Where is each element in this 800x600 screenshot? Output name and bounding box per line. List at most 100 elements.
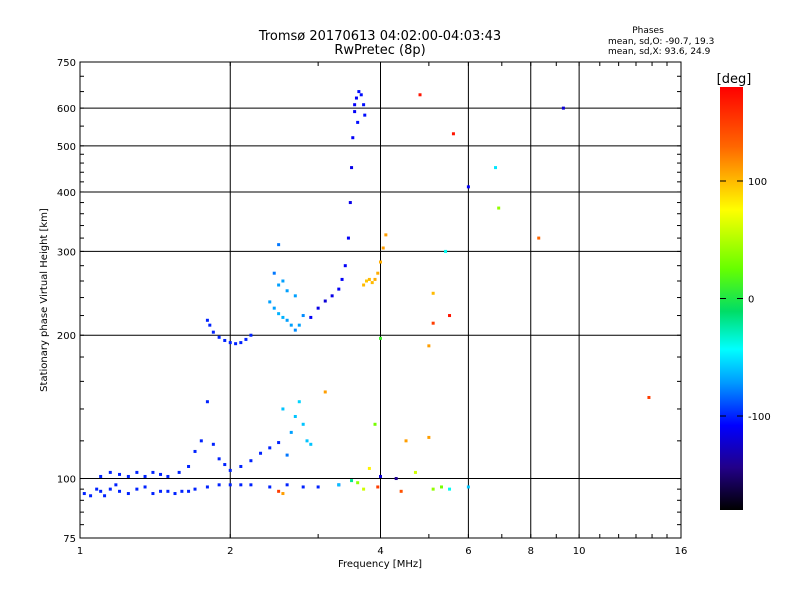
data-point [205, 400, 209, 404]
data-point [353, 110, 357, 114]
data-point [365, 279, 369, 283]
data-point [330, 294, 334, 298]
data-point [180, 489, 184, 493]
data-point [268, 300, 272, 304]
data-point [323, 390, 327, 394]
stats-line-x: mean, sd,X: 93.6, 24.9 [608, 47, 711, 57]
y-axis-label: Stationary phase Virtual Height [km] [39, 208, 50, 392]
data-point [373, 422, 377, 426]
data-point [431, 321, 435, 325]
data-point [277, 243, 281, 247]
x-axis-ticks: 1 2 4 6 8 10 16 [77, 62, 687, 557]
data-point [362, 283, 366, 287]
data-point [293, 328, 297, 332]
data-point [444, 249, 448, 253]
data-point [82, 492, 86, 496]
data-point [285, 453, 289, 457]
data-point [99, 489, 103, 493]
data-point [379, 336, 382, 340]
data-point [357, 90, 361, 94]
data-point [118, 472, 122, 476]
chart-title: Tromsø 20170613 04:02:00-04:03:43 [258, 29, 501, 44]
data-point [166, 474, 170, 478]
data-point [359, 93, 363, 97]
x-tick-label: 2 [227, 546, 233, 557]
data-point [440, 485, 444, 489]
data-point [217, 483, 221, 487]
data-point [272, 271, 276, 275]
data-point [239, 341, 243, 345]
data-point [293, 294, 297, 298]
data-point [399, 489, 403, 493]
grid-lines [80, 62, 681, 538]
data-point [293, 414, 297, 418]
data-point [193, 487, 197, 491]
data-point [159, 472, 163, 476]
colorbar-tick-label: 0 [748, 295, 754, 306]
data-point [285, 483, 289, 487]
x-axis-label: Frequency [MHz] [338, 559, 422, 570]
data-point [223, 463, 227, 467]
data-point [114, 483, 118, 487]
data-point [537, 236, 541, 240]
data-point [272, 306, 276, 310]
chart-subtitle: RwPretec (8p) [334, 43, 425, 58]
data-point [143, 485, 147, 489]
data-point [143, 474, 147, 478]
data-point [281, 315, 285, 319]
data-point [340, 277, 344, 281]
data-point [373, 277, 377, 281]
data-point [316, 485, 320, 489]
data-point [277, 312, 281, 316]
data-point [249, 483, 253, 487]
data-point [309, 315, 313, 319]
data-point [381, 246, 385, 250]
data-point [166, 489, 170, 493]
data-point [289, 430, 293, 434]
data-point [356, 481, 360, 485]
data-point [208, 323, 212, 327]
data-point [177, 470, 181, 474]
data-point [356, 120, 360, 124]
x-tick-label: 10 [573, 546, 586, 557]
x-tick-label: 8 [528, 546, 534, 557]
data-point [193, 449, 197, 453]
data-points [82, 90, 651, 498]
data-point [289, 323, 293, 327]
y-tick-label: 100 [57, 475, 76, 486]
data-point [173, 492, 177, 496]
colorbar [720, 87, 743, 510]
data-point [418, 93, 422, 97]
data-point [285, 289, 289, 293]
y-tick-label: 750 [57, 58, 76, 69]
data-point [277, 489, 281, 493]
data-point [309, 442, 313, 446]
data-point [159, 489, 163, 493]
data-point [370, 281, 374, 285]
y-tick-label: 300 [57, 247, 76, 258]
data-point [448, 487, 452, 491]
data-point [494, 166, 498, 170]
data-point [151, 492, 155, 496]
data-point [268, 446, 272, 450]
data-point [427, 435, 431, 439]
data-point [431, 291, 435, 295]
data-point [301, 314, 305, 318]
data-point [394, 477, 398, 481]
data-point [297, 323, 301, 327]
data-point [249, 333, 253, 337]
data-point [362, 487, 366, 491]
data-point [647, 395, 651, 399]
data-point [277, 283, 281, 287]
data-point [135, 470, 139, 474]
data-point [228, 341, 232, 345]
data-point [354, 96, 358, 100]
data-point [205, 485, 209, 489]
data-point [135, 487, 139, 491]
data-point [350, 479, 354, 483]
data-point [379, 260, 382, 264]
data-point [337, 483, 341, 487]
data-point [363, 113, 367, 117]
data-point [239, 464, 243, 468]
data-point [448, 314, 452, 318]
